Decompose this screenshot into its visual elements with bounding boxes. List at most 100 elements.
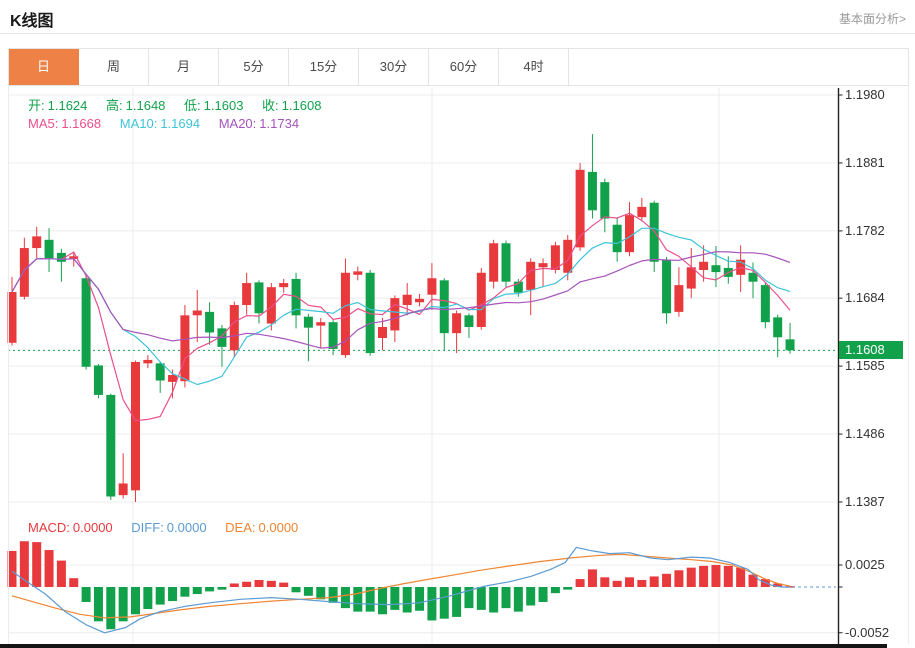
candle-body [279,283,289,288]
tab-day[interactable]: 日 [9,49,79,85]
candle-body [402,294,412,306]
candle-body [118,483,128,496]
candle-body [56,252,66,262]
diff-label: DIFF: [131,520,164,535]
candle-body [155,363,165,381]
ma5-line [11,212,791,422]
macd-bar [205,587,215,592]
candle-body [32,236,42,249]
macd-bar [711,565,721,587]
macd-bar [773,583,783,587]
ma10-label: MA10: [119,116,158,131]
candle-body [760,285,770,323]
candle-body [229,305,239,351]
macd-bar [328,587,338,603]
candle-body [427,278,437,295]
candle-body [785,339,795,351]
tab-30min[interactable]: 30分 [359,49,429,85]
candle-body [637,206,647,218]
macd-lines-layer [11,546,791,634]
macd-bar [785,586,795,588]
candle-body [538,263,548,268]
tab-month[interactable]: 月 [149,49,219,85]
candle-body [303,316,313,328]
macd-bar [402,587,412,613]
macd-value: 0.0000 [72,520,113,535]
ma5-value: 1.1668 [61,116,102,131]
candle-body [649,202,659,262]
macd-bar [625,577,634,587]
macd-bar [390,587,400,610]
macd-bar [217,587,227,590]
ma-legend: MA5: 1.1668 MA10: 1.1694 MA20: 1.1734 [28,116,314,131]
candle-body [563,239,573,273]
diff-line [11,546,790,634]
candle-body [291,278,301,316]
candle-body [612,224,622,253]
high-label: 高: [106,98,123,113]
macd-legend: MACD: 0.0000 DIFF: 0.0000 DEA: 0.0000 [28,520,313,535]
candle-body [242,283,252,306]
macd-label: MACD: [28,520,70,535]
tab-15min[interactable]: 15分 [289,49,359,85]
macd-bar [415,587,425,611]
candle-body [476,272,486,327]
tab-4hour[interactable]: 4时 [499,49,569,85]
low-label: 低: [184,98,201,113]
candle-body [489,243,499,282]
price-axis-label: 1.1782 [845,222,885,238]
page-title: K线图 [10,13,54,30]
macd-bar [81,587,91,602]
tab-5min[interactable]: 5分 [219,49,289,85]
candle-body [131,361,140,491]
diff-value: 0.0000 [166,520,207,535]
candle-body [736,259,746,275]
macd-bar [476,587,486,610]
macd-bar [489,587,499,613]
tab-60min[interactable]: 60分 [429,49,499,85]
macd-bar [242,581,252,587]
ma5-label: MA5: [28,116,59,131]
close-value: 1.1608 [281,98,322,113]
widget-left-border [8,86,9,644]
macd-bar [452,587,462,617]
macd-bar [501,587,511,609]
macd-bar [279,582,289,587]
macd-bar [575,579,585,587]
macd-bar [600,577,610,587]
right-axis-layer [837,88,843,644]
high-value: 1.1648 [125,98,166,113]
candle-body [773,317,783,338]
macd-bar [131,587,140,615]
macd-bar [427,587,437,621]
macd-bar [143,587,153,609]
open-value: 1.1624 [47,98,88,113]
candle-body [674,285,684,312]
candle-body [390,298,400,331]
macd-bar [19,541,29,587]
macd-bar [464,587,474,609]
macd-bar [550,587,560,594]
candle-body [711,265,721,273]
macd-bar [513,587,523,612]
candle-body [513,281,523,293]
candle-body [378,326,387,338]
macd-bar [439,587,449,619]
candle-body [192,310,202,316]
gridlines-layer [8,88,838,643]
macd-bar [353,587,363,612]
candle-body [93,365,103,395]
tab-week[interactable]: 周 [79,49,149,85]
fundamental-analysis-link[interactable]: 基本面分析> [838,12,906,26]
macd-bar [723,565,733,587]
candle-body [662,259,672,314]
candle-body [550,245,560,271]
price-axis-label: 1.1387 [845,494,885,509]
candle-body [217,328,227,347]
candle-body [723,267,733,277]
dea-line [11,553,791,619]
candle-body [316,322,326,326]
open-label: 开: [28,98,45,113]
ma20-line [11,251,791,349]
